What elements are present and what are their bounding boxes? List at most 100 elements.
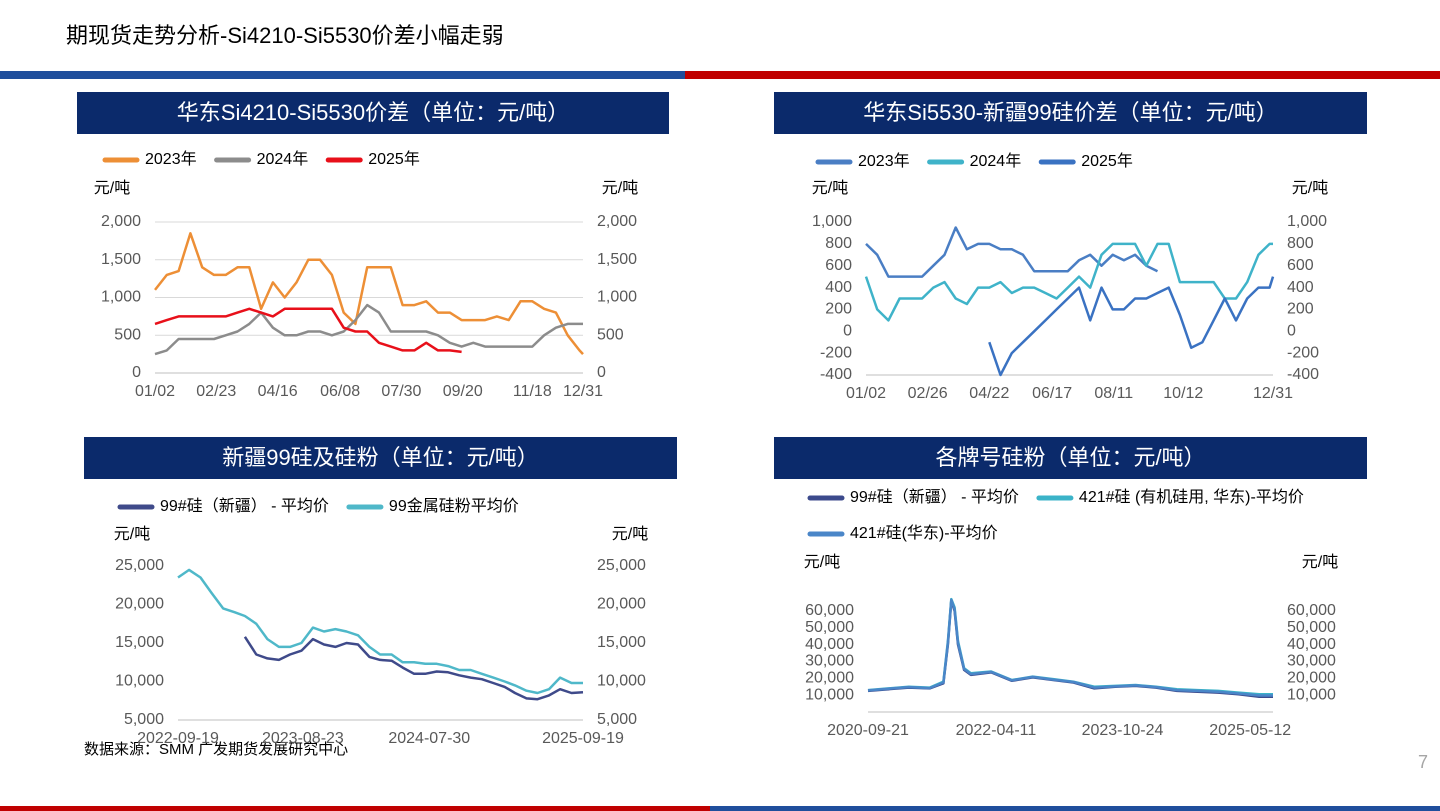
y2-tick-label: 500 bbox=[597, 326, 624, 343]
x-tick-label: 01/02 bbox=[846, 385, 886, 402]
series-line bbox=[177, 568, 583, 695]
y-tick-label: 40,000 bbox=[805, 636, 854, 653]
y2-axis-unit: 元/吨 bbox=[612, 525, 648, 543]
panel-banner bbox=[77, 92, 669, 134]
y-tick-label: 50,000 bbox=[805, 619, 854, 636]
panel-title: 华东Si4210-Si5530价差（单位：元/吨） bbox=[177, 100, 569, 125]
y-axis-unit: 元/吨 bbox=[94, 179, 130, 197]
x-tick-label: 2023-08-23 bbox=[262, 730, 344, 747]
bottom-stripe-red bbox=[0, 806, 710, 811]
y2-axis-unit: 元/吨 bbox=[602, 179, 638, 197]
y-axis-unit: 元/吨 bbox=[114, 525, 150, 543]
legend-label: 2025年 bbox=[1081, 152, 1133, 170]
y-axis-unit: 元/吨 bbox=[804, 553, 840, 571]
y-tick-label: -200 bbox=[820, 344, 852, 361]
y-tick-label: 1,000 bbox=[812, 213, 852, 230]
y2-tick-label: 400 bbox=[1287, 279, 1314, 296]
x-tick-label: 04/16 bbox=[258, 383, 298, 400]
y-tick-label: 200 bbox=[825, 301, 852, 318]
y-tick-label: -400 bbox=[820, 366, 852, 383]
x-tick-label: 11/18 bbox=[513, 383, 552, 400]
series-line bbox=[243, 636, 584, 701]
y-tick-label: 800 bbox=[825, 235, 852, 252]
legend-label: 99#硅（新疆） - 平均价 bbox=[850, 488, 1019, 506]
y2-tick-label: 600 bbox=[1287, 257, 1314, 274]
series-line bbox=[867, 597, 1273, 696]
x-tick-label: 08/11 bbox=[1094, 385, 1133, 402]
x-tick-label: 09/20 bbox=[443, 383, 483, 400]
x-tick-label: 2020-09-21 bbox=[827, 722, 909, 739]
top-stripe-red bbox=[685, 71, 1440, 79]
y-tick-label: 20,000 bbox=[805, 670, 854, 687]
y2-tick-label: -400 bbox=[1287, 366, 1319, 383]
y2-tick-label: 800 bbox=[1287, 235, 1314, 252]
x-tick-label: 2024-07-30 bbox=[388, 730, 470, 747]
x-tick-label: 12/31 bbox=[563, 383, 603, 400]
series-line bbox=[865, 226, 1159, 278]
y-tick-label: 5,000 bbox=[124, 711, 164, 728]
series-line bbox=[154, 307, 462, 354]
y-tick-label: 0 bbox=[132, 364, 141, 381]
panel-banner bbox=[774, 92, 1367, 134]
panel-title: 华东Si5530-新疆99硅价差（单位：元/吨） bbox=[863, 100, 1277, 125]
series-line bbox=[988, 276, 1275, 377]
y-tick-label: 10,000 bbox=[805, 686, 854, 703]
y-tick-label: 10,000 bbox=[115, 673, 164, 690]
x-tick-label: 04/22 bbox=[969, 385, 1009, 402]
y2-tick-label: 25,000 bbox=[597, 557, 646, 574]
bottom-stripe-blue bbox=[710, 806, 1440, 811]
x-tick-label: 2022-04-11 bbox=[956, 722, 1037, 739]
y-tick-label: 1,000 bbox=[101, 289, 141, 306]
x-tick-label: 10/12 bbox=[1163, 385, 1203, 402]
y2-tick-label: 2,000 bbox=[597, 213, 637, 230]
x-tick-label: 2022-09-19 bbox=[137, 730, 219, 747]
series-line bbox=[154, 303, 583, 356]
y-tick-label: 400 bbox=[825, 279, 852, 296]
y2-tick-label: 40,000 bbox=[1287, 636, 1336, 653]
x-tick-label: 07/30 bbox=[381, 383, 421, 400]
x-tick-label: 12/31 bbox=[1253, 385, 1293, 402]
x-tick-label: 2025-05-12 bbox=[1209, 722, 1291, 739]
legend-label: 99#硅（新疆） - 平均价 bbox=[160, 497, 329, 515]
legend-label: 2025年 bbox=[368, 150, 420, 168]
legend-label: 421#硅 (有机硅用, 华东)-平均价 bbox=[1079, 488, 1304, 506]
x-tick-label: 2025-09-19 bbox=[542, 730, 624, 747]
page-title: 期现货走势分析-Si4210-Si5530价差小幅走弱 bbox=[66, 23, 504, 48]
x-tick-label: 06/08 bbox=[320, 383, 360, 400]
y2-tick-label: 20,000 bbox=[1287, 670, 1336, 687]
page-number: 7 bbox=[1418, 752, 1428, 772]
legend-label: 99金属硅粉平均价 bbox=[389, 497, 519, 515]
y-tick-label: 0 bbox=[843, 323, 852, 340]
y-tick-label: 600 bbox=[825, 257, 852, 274]
legend-label: 421#硅(华东)-平均价 bbox=[850, 524, 998, 542]
legend-label: 2023年 bbox=[145, 150, 197, 168]
top-stripe-blue bbox=[0, 71, 685, 79]
y2-axis-unit: 元/吨 bbox=[1302, 553, 1338, 571]
y2-tick-label: 1,000 bbox=[597, 289, 637, 306]
series-line bbox=[154, 232, 584, 355]
y2-tick-label: 5,000 bbox=[597, 711, 637, 728]
y2-tick-label: 15,000 bbox=[597, 634, 646, 651]
legend-label: 2024年 bbox=[257, 150, 309, 168]
y2-tick-label: 1,500 bbox=[597, 251, 637, 268]
legend-label: 2024年 bbox=[970, 152, 1022, 170]
y2-axis-unit: 元/吨 bbox=[1292, 179, 1328, 197]
y2-tick-label: 50,000 bbox=[1287, 619, 1336, 636]
y2-tick-label: 200 bbox=[1287, 301, 1314, 318]
y2-tick-label: 20,000 bbox=[597, 596, 646, 613]
x-tick-label: 2023-10-24 bbox=[1082, 722, 1164, 739]
y-tick-label: 2,000 bbox=[101, 213, 141, 230]
y-tick-label: 25,000 bbox=[115, 557, 164, 574]
x-tick-label: 02/26 bbox=[908, 385, 948, 402]
x-tick-label: 01/02 bbox=[135, 383, 175, 400]
y-tick-label: 1,500 bbox=[101, 251, 141, 268]
y2-tick-label: -200 bbox=[1287, 344, 1319, 361]
panel-title: 各牌号硅粉（单位：元/吨） bbox=[935, 445, 1205, 470]
x-tick-label: 06/17 bbox=[1032, 385, 1072, 402]
y-tick-label: 500 bbox=[114, 326, 141, 343]
y-tick-label: 15,000 bbox=[115, 634, 164, 651]
y-tick-label: 20,000 bbox=[115, 596, 164, 613]
y-tick-label: 30,000 bbox=[805, 653, 854, 670]
